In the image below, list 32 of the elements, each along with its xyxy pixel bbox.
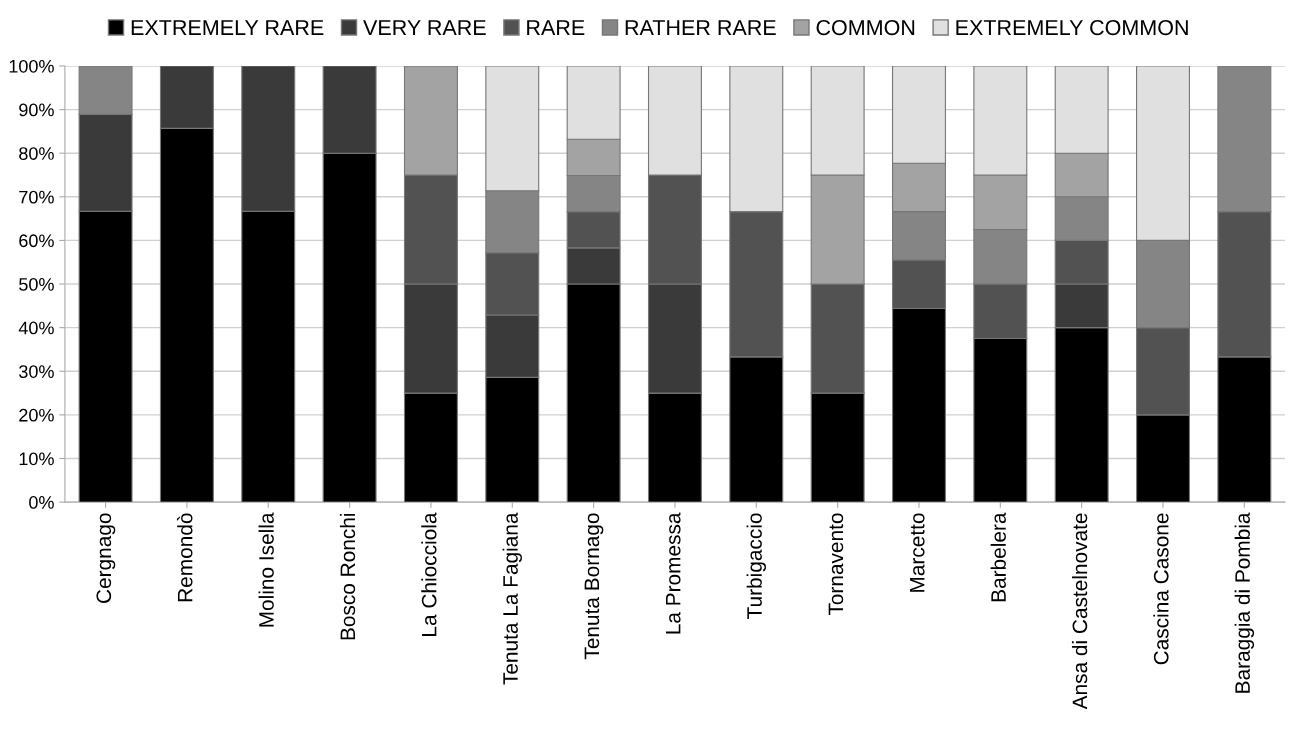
- x-tick-label: Cergnago: [96, 513, 116, 603]
- x-tick-label: La Promessa: [666, 512, 681, 634]
- x-tick-label: Bosco Ronchi: [339, 513, 356, 640]
- legend-label: RARE: [527, 20, 585, 35]
- x-tick-label: Marcetto: [910, 513, 925, 592]
- y-tick-label: 30%: [19, 365, 54, 378]
- x-tick-label: Ansa di Castelnovate: [1071, 513, 1088, 710]
- legend-label: EXTREMELY RARE: [131, 20, 324, 35]
- x-tick-label: Remondò: [176, 513, 193, 602]
- y-tick-label: 100%: [9, 59, 54, 73]
- x-tick-label: Tenuta La Fagiana: [502, 512, 522, 685]
- y-tick-label: 50%: [19, 277, 54, 291]
- y-tick-label: 40%: [18, 321, 54, 335]
- y-tick-label: 10%: [19, 452, 54, 466]
- legend-label: EXTREMELY COMMON: [956, 19, 1188, 36]
- y-tick-label: 80%: [19, 147, 54, 160]
- y-tick-label: 70%: [19, 190, 54, 204]
- y-tick-label: 60%: [19, 234, 54, 248]
- legend-label: COMMON: [816, 19, 915, 36]
- x-tick-label: Molino Isella: [258, 512, 274, 627]
- x-tick-label: Tornavento: [828, 513, 844, 616]
- legend-label: VERY RARE: [363, 20, 486, 35]
- x-tick-label: Turbigaccio: [746, 513, 767, 619]
- x-tick-label: Cascina Casone: [1153, 513, 1169, 665]
- x-tick-label: La Chiocciola: [421, 512, 437, 636]
- x-tick-label: Baraggia di Pombia: [1234, 512, 1255, 693]
- y-tick-label: 0%: [29, 496, 54, 509]
- y-tick-label: 90%: [19, 103, 54, 117]
- x-tick-label: Barbelera: [990, 512, 1006, 602]
- legend-label: RATHER RARE: [625, 20, 776, 35]
- y-tick-label: 20%: [19, 408, 54, 422]
- x-tick-label: Tenuta Bornago: [584, 513, 604, 660]
